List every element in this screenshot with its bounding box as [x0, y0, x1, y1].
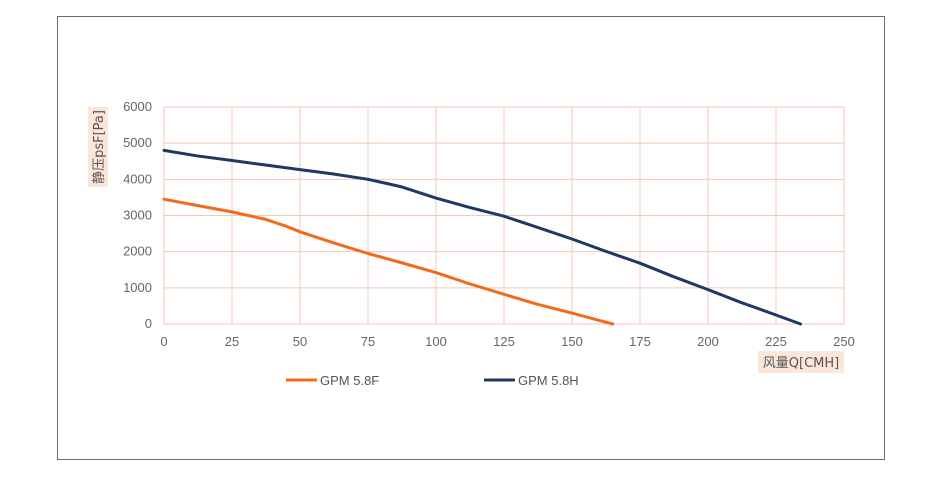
grid — [163, 106, 845, 325]
y-tick-label: 2000 — [123, 244, 152, 259]
y-tick-label: 1000 — [123, 280, 152, 295]
y-tick-label: 5000 — [123, 135, 152, 150]
x-tick-label: 75 — [361, 334, 375, 349]
y-tick-label: 6000 — [123, 99, 152, 114]
tick-labels: 0 1000 2000 3000 4000 5000 6000 0 25 50 75 100 125 15… — [123, 99, 855, 349]
y-tick-label: 3000 — [123, 208, 152, 223]
legend: GPM 5.8F GPM 5.8H — [286, 373, 579, 388]
y-axis-title: 静压psF[Pa] — [92, 110, 107, 184]
series-line-2 — [162, 148, 802, 326]
y-axis-title-bg — [88, 107, 108, 187]
x-tick-label: 100 — [425, 334, 447, 349]
x-tick-label: 200 — [697, 334, 719, 349]
x-tick-label: 175 — [629, 334, 651, 349]
y-tick-label: 4000 — [123, 171, 152, 186]
x-tick-label: 150 — [561, 334, 583, 349]
x-tick-label: 50 — [293, 334, 307, 349]
x-tick-label: 25 — [225, 334, 239, 349]
x-axis-title: 风量Q[CMH] — [763, 356, 839, 371]
x-tick-label: 225 — [765, 334, 787, 349]
legend-label-1: GPM 5.8F — [320, 373, 379, 388]
x-tick-label: 0 — [160, 334, 167, 349]
series-lines — [162, 148, 802, 326]
x-axis-title-bg — [758, 351, 844, 373]
y-tick-label: 0 — [145, 316, 152, 331]
legend-label-2: GPM 5.8H — [518, 373, 579, 388]
x-tick-label: 250 — [833, 334, 855, 349]
series-line-1 — [162, 197, 615, 326]
x-tick-label: 125 — [493, 334, 515, 349]
chart-frame — [57, 16, 885, 460]
